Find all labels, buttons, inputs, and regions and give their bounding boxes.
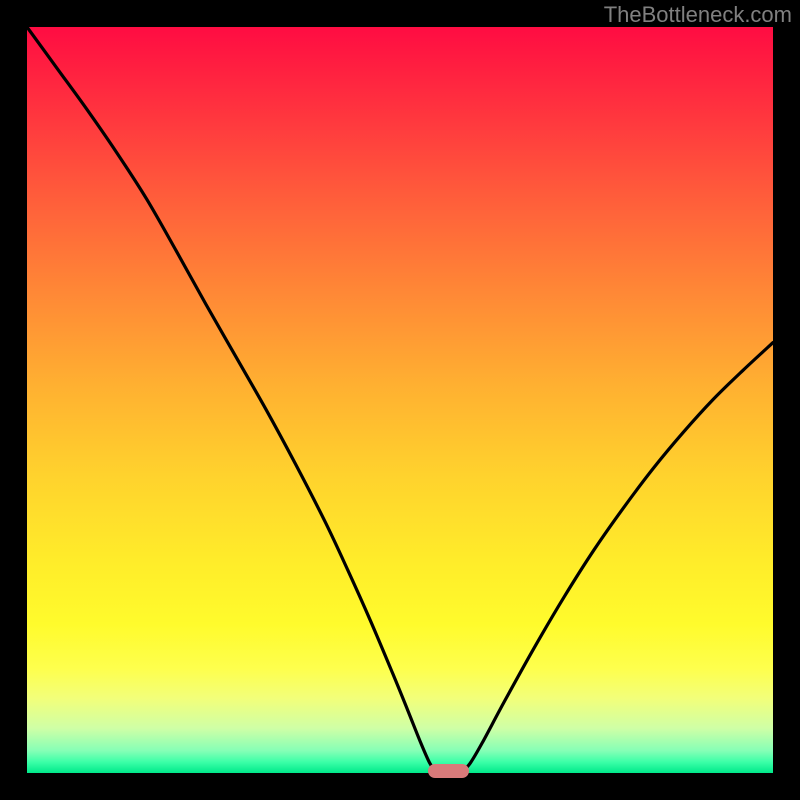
bottleneck-curve (27, 27, 773, 773)
plot-area (27, 27, 773, 773)
minimum-marker (428, 764, 469, 779)
chart-container: TheBottleneck.com (0, 0, 800, 800)
watermark-text: TheBottleneck.com (604, 2, 792, 28)
